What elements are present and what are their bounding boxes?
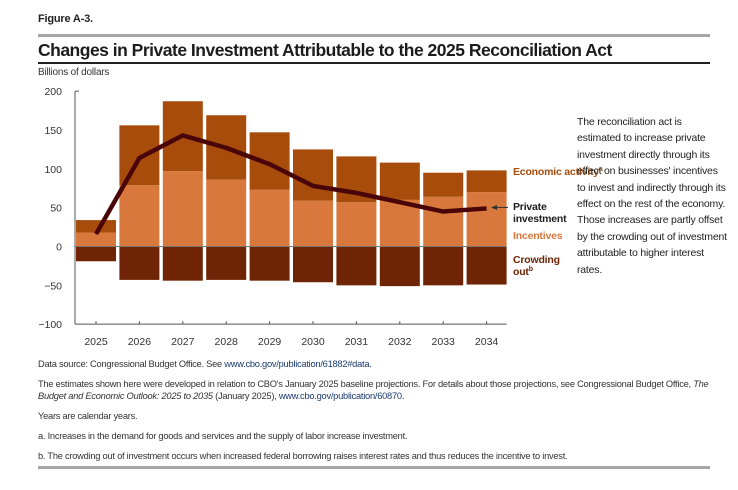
bar-economic-activity-2030: [293, 149, 333, 201]
years-note: Years are calendar years.: [38, 411, 138, 421]
bar-incentives-2033: [423, 196, 464, 247]
bar-incentives-2030: [293, 200, 333, 247]
legend-crowding-out-text: Crowding out: [513, 254, 560, 278]
bar-crowding-out-2027: [162, 246, 203, 281]
bar-crowding-out-2033: [423, 246, 464, 286]
bar-crowding-out-2032: [379, 246, 420, 287]
legend-crowding-out: Crowding outb: [513, 254, 565, 278]
data-source-text: Data source: Congressional Budget Office…: [38, 359, 225, 369]
x-tick-label-2031: 2031: [345, 336, 369, 348]
y-tick-label-200: 200: [44, 86, 62, 98]
legend-economic-activity-text: Economic activity: [513, 166, 599, 178]
axes-group: 2025 2026 2027 2028 2029 2030 2031 2032 2033 2034…: [38, 86, 507, 348]
private-investment-arrow: [491, 204, 508, 210]
bar-incentives-2029: [249, 189, 290, 247]
footnote-b-marker: b: [528, 266, 533, 273]
y-tick-label-50: 50: [50, 203, 62, 215]
estimates-publication-title: The Budget and Economic Outlook: 2025 to…: [38, 379, 709, 401]
estimates-suffix: .: [401, 391, 405, 401]
bar-incentives-2027: [162, 171, 203, 247]
footnote-b: b. The crowding out of investment occurs…: [38, 451, 568, 461]
figure-label: Figure A-3.: [38, 13, 93, 25]
bar-economic-activity-2033: [423, 172, 464, 197]
bar-crowding-out-2028: [206, 246, 247, 280]
y-tick-label--100: −100: [38, 319, 62, 331]
chart-area: 2025 2026 2027 2028 2029 2030 2031 2032 2033 2034…: [38, 86, 508, 348]
x-tick-label-2029: 2029: [258, 336, 282, 348]
bar-incentives-2025: [76, 232, 116, 247]
bar-incentives-2031: [336, 202, 377, 247]
estimates-note: The estimates shown here were developed …: [38, 378, 710, 402]
arrow-head: [491, 204, 497, 210]
y-tick-label-100: 100: [44, 164, 62, 176]
chart-title: Changes in Private Investment Attributab…: [38, 40, 612, 60]
legend-economic-activity: Economic activitya: [513, 166, 603, 178]
bar-economic-activity-2032: [379, 162, 420, 200]
y-tick-label-150: 150: [44, 125, 62, 137]
estimates-middle-text: (January 2025),: [212, 391, 279, 401]
bar-crowding-out-2030: [293, 246, 333, 283]
estimates-link[interactable]: www.cbo.gov/publication/60870: [278, 391, 402, 401]
footnote-a-marker: a: [598, 166, 603, 173]
data-source-note: Data source: Congressional Budget Office…: [38, 358, 710, 370]
data-source-link[interactable]: www.cbo.gov/publication/61882#data: [224, 359, 370, 369]
bar-crowding-out-2025: [76, 246, 116, 262]
x-tick-label-2027: 2027: [171, 336, 195, 348]
legend-private-investment: Private investment: [513, 201, 567, 225]
bar-incentives-2026: [119, 185, 160, 247]
bar-economic-activity-2026: [119, 125, 160, 186]
side-description: The reconciliation act is estimated to i…: [577, 116, 727, 276]
private-investment-line: [94, 133, 487, 236]
bar-incentives-2034: [466, 192, 507, 247]
bar-economic-activity-2025: [76, 220, 116, 233]
y-tick-label--50: −50: [44, 280, 62, 292]
x-tick-label-2030: 2030: [301, 336, 325, 348]
footnote-a: a. Increases in the demand for goods and…: [38, 431, 408, 441]
notes-section: Data source: Congressional Budget Office…: [38, 358, 710, 470]
bar-incentives-2032: [379, 199, 420, 247]
title-rule: [38, 62, 710, 64]
line-group: [94, 133, 487, 236]
x-tick-label-2025: 2025: [84, 336, 108, 348]
bar-crowding-out-2026: [119, 246, 160, 280]
estimates-text: The estimates shown here were developed …: [38, 379, 694, 389]
x-tick-label-2033: 2033: [432, 336, 456, 348]
top-rule: [38, 34, 710, 37]
x-tick-label-2032: 2032: [388, 336, 412, 348]
x-tick-label-2026: 2026: [128, 336, 152, 348]
x-tick-label-2028: 2028: [215, 336, 239, 348]
bar-crowding-out-2029: [249, 246, 290, 281]
data-source-suffix: .: [369, 359, 372, 369]
bar-crowding-out-2034: [466, 246, 507, 285]
bar-economic-activity-2034: [466, 170, 507, 193]
bar-crowding-out-2031: [336, 246, 377, 286]
legend-incentives: Incentives: [513, 230, 563, 242]
x-tick-label-2034: 2034: [475, 336, 499, 348]
bars-group: [76, 101, 507, 287]
bar-incentives-2028: [206, 179, 247, 247]
y-tick-label-0: 0: [56, 242, 62, 254]
y-axis-units: Billions of dollars: [38, 67, 110, 78]
bottom-rule: [38, 466, 710, 469]
